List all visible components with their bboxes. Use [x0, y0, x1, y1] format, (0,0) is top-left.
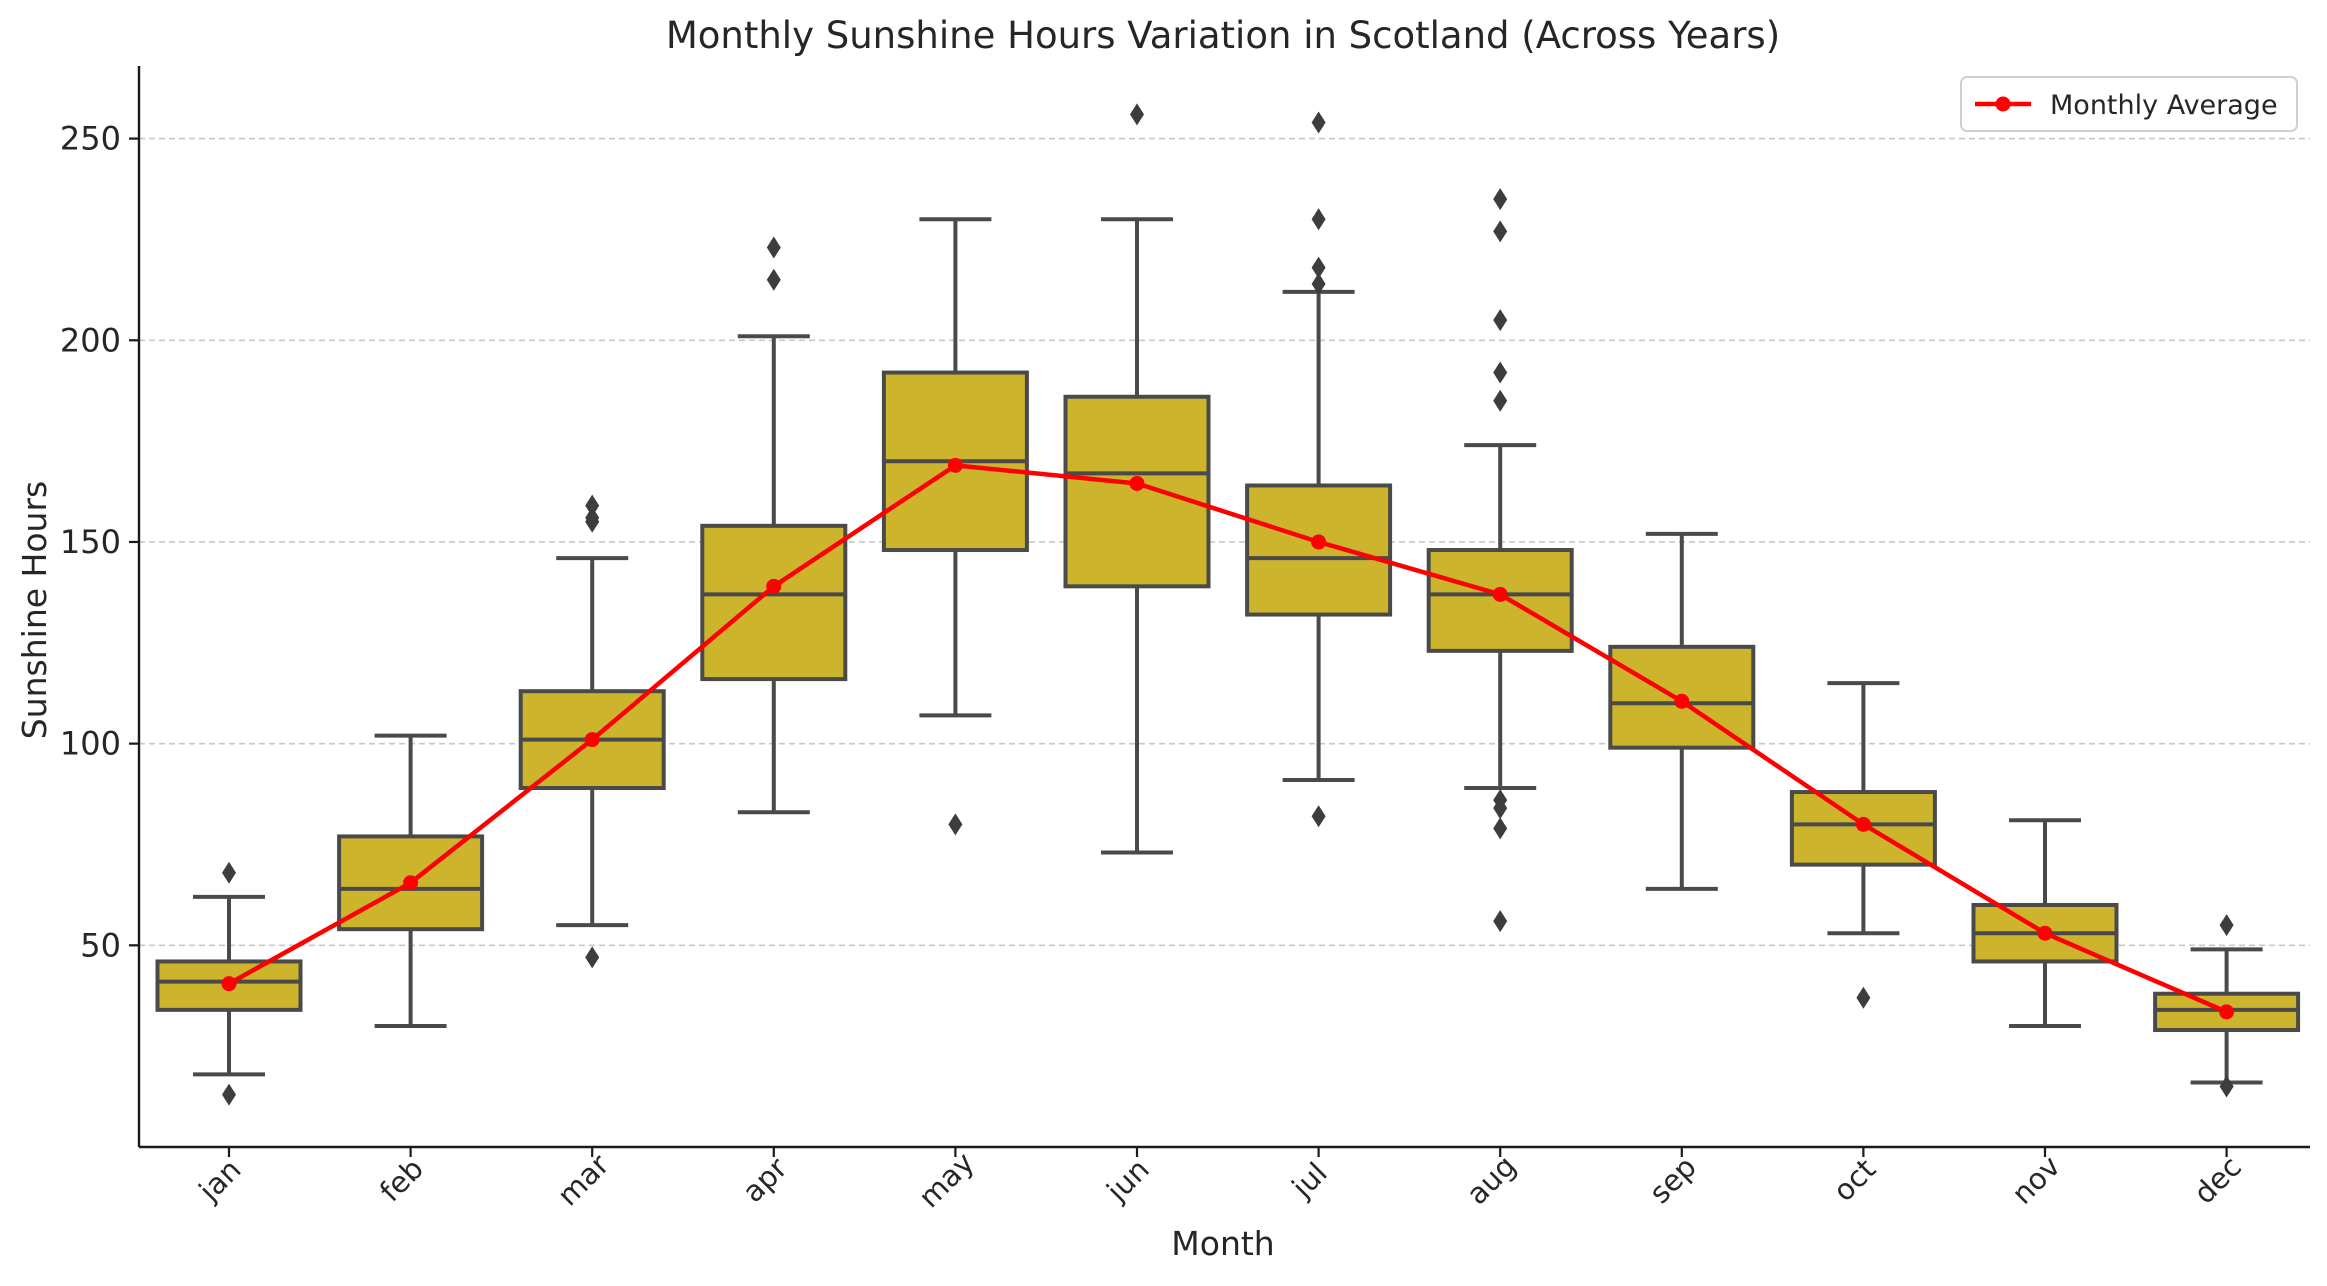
legend-entry-monthly-average: Monthly Average	[2050, 90, 2278, 121]
box-dec	[2153, 914, 2301, 1098]
outlier-oct-0	[1856, 986, 1871, 1009]
outlier-aug-0	[1493, 910, 1508, 933]
y-tick-label-150: 150	[60, 523, 121, 561]
legend-marker	[1995, 96, 2011, 112]
chart-title: Monthly Sunshine Hours Variation in Scot…	[666, 14, 1780, 57]
average-point-dec	[2219, 1004, 2235, 1020]
box-apr	[700, 236, 848, 815]
outlier-jul-1	[1311, 272, 1326, 295]
axis-layer: 50 100 150 200 250 jan feb mar apr may jun jul aug se…	[60, 66, 2310, 1214]
outlier-jul-0	[1311, 805, 1326, 828]
iqr-box-jul	[1245, 483, 1393, 617]
average-point-apr	[766, 578, 782, 594]
average-point-mar	[584, 732, 600, 748]
outlier-jul-4	[1311, 111, 1326, 134]
x-tick-label-may: may	[912, 1146, 981, 1215]
outlier-jan-1	[222, 861, 236, 884]
average-line	[227, 463, 2228, 1014]
x-axis-label: Month	[1171, 1224, 1274, 1263]
box-sep	[1608, 531, 1756, 891]
x-tick-label-dec: dec	[2187, 1149, 2248, 1210]
x-tick-label-mar: mar	[551, 1147, 616, 1212]
box-layer	[155, 103, 2301, 1106]
x-tick-label-oct: oct	[1826, 1152, 1882, 1208]
outlier-jun-0	[1130, 103, 1144, 126]
grid-layer	[139, 137, 2310, 947]
outlier-aug-3	[1493, 789, 1508, 812]
box-aug	[1426, 188, 1574, 933]
outlier-aug-7	[1493, 220, 1508, 243]
outlier-apr-1	[766, 236, 781, 259]
box-nov	[1971, 818, 2119, 1028]
outlier-jul-2	[1311, 256, 1326, 279]
x-tick-label-jun: jun	[1099, 1152, 1155, 1208]
x-tick-label-feb: feb	[373, 1151, 430, 1208]
average-point-jul	[1311, 534, 1327, 550]
box-jun	[1063, 103, 1211, 855]
x-tick-label-jan: jan	[192, 1152, 248, 1208]
outlier-aug-5	[1493, 361, 1508, 384]
legend-frame	[1960, 76, 2298, 132]
outlier-jul-3	[1311, 208, 1326, 231]
outlier-dec-1	[2219, 914, 2234, 937]
outlier-aug-6	[1493, 309, 1508, 332]
average-point-jun	[1129, 475, 1145, 491]
box-mar	[518, 494, 666, 969]
outlier-aug-4	[1493, 389, 1508, 412]
average-point-oct	[1855, 816, 1871, 832]
outlier-mar-3	[585, 494, 600, 517]
x-tick-label-apr: apr	[736, 1151, 794, 1209]
y-tick-label-200: 200	[60, 321, 121, 359]
outlier-mar-2	[585, 506, 600, 529]
outlier-aug-8	[1493, 188, 1508, 211]
x-tick-label-jul: jul	[1285, 1156, 1334, 1205]
box-may	[881, 217, 1029, 836]
y-tick-label-250: 250	[60, 120, 121, 158]
average-point-feb	[403, 875, 419, 891]
iqr-box-apr	[700, 523, 848, 682]
average-point-may	[947, 457, 963, 473]
average-line-layer	[221, 457, 2235, 1020]
box-oct	[1789, 681, 1937, 1009]
outlier-may-0	[948, 813, 963, 836]
average-point-aug	[1492, 586, 1508, 602]
legend: Monthly Average	[1960, 76, 2298, 132]
y-tick-label-50: 50	[80, 926, 121, 964]
outlier-apr-0	[766, 268, 781, 291]
outlier-mar-0	[585, 946, 600, 969]
average-point-nov	[2037, 925, 2053, 941]
x-tick-label-aug: aug	[1460, 1149, 1523, 1212]
iqr-box-jun	[1063, 394, 1211, 589]
average-point-jan	[221, 976, 237, 992]
average-point-sep	[1674, 693, 1690, 709]
outlier-dec-0	[2219, 1075, 2234, 1098]
x-tick-label-nov: nov	[2005, 1149, 2067, 1211]
outlier-aug-1	[1493, 817, 1508, 840]
y-tick-label-100: 100	[60, 725, 121, 763]
outlier-jan-0	[222, 1083, 236, 1106]
y-axis-label: Sunshine Hours	[15, 481, 54, 739]
box-jul	[1245, 111, 1393, 828]
x-tick-label-sep: sep	[1643, 1150, 1703, 1210]
